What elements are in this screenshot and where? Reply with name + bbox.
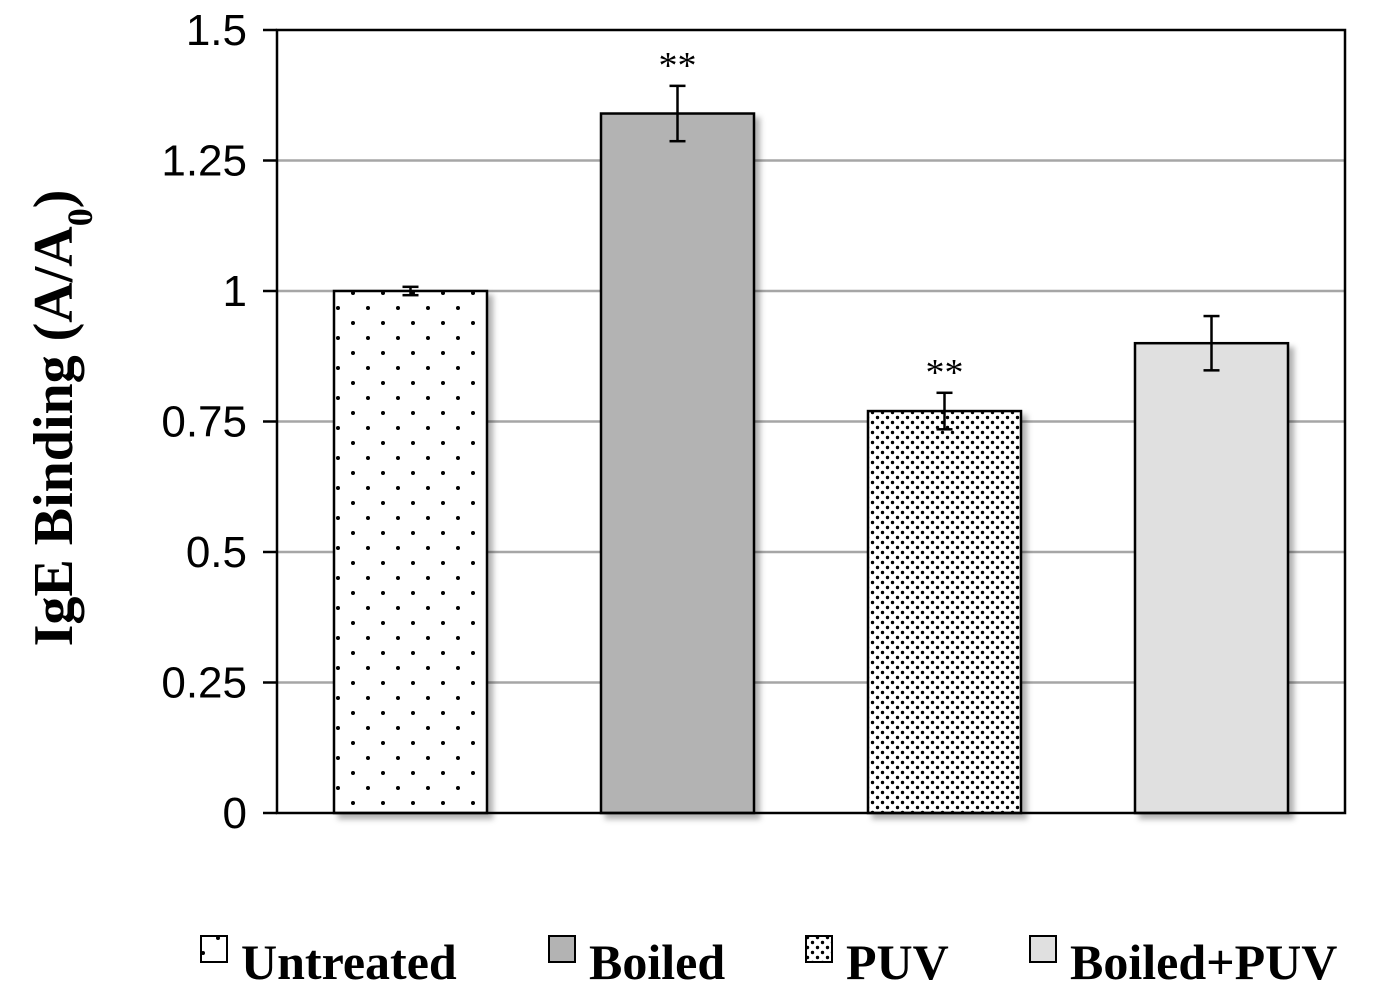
legend-label: Boiled+PUV [1070, 934, 1337, 990]
y-tick-label: 0.25 [161, 659, 247, 708]
legend-label: PUV [846, 934, 949, 990]
legend-item: Boiled [548, 934, 725, 990]
y-tick-label: 1 [223, 267, 247, 316]
bar-boiled-puv [1133, 341, 1290, 815]
y-tick-label: 1.5 [186, 6, 247, 55]
bar-puv [866, 409, 1023, 815]
y-tick-labels: 0 0.25 0.5 0.75 1 1.25 1.5 [161, 6, 247, 838]
y-tick-label: 0 [223, 789, 247, 838]
axes [263, 28, 1347, 815]
legend-swatch [548, 935, 576, 963]
bars [332, 112, 1290, 815]
legend-label: Untreated [241, 934, 457, 990]
legend-item: PUV [805, 934, 949, 990]
bar-boiled [599, 112, 756, 815]
error-bar [1203, 314, 1220, 372]
error-bars [402, 84, 1220, 431]
legend-label: Boiled [589, 934, 725, 990]
bar-untreated [332, 289, 489, 815]
significance-annotation: ** [659, 45, 697, 87]
legend-swatch [200, 935, 228, 963]
legend-swatch [1029, 935, 1057, 963]
legend-item: Untreated [200, 934, 457, 990]
significance-annotation: ** [926, 352, 964, 394]
significance-markers: ** ** [659, 45, 964, 394]
y-tick-label: 1.25 [161, 137, 247, 186]
y-tick-label: 0.5 [186, 528, 247, 577]
error-bar [669, 84, 686, 143]
error-bar [936, 391, 953, 431]
error-bar [402, 285, 419, 297]
legend: Untreated Boiled PUV Boiled+PUV [200, 934, 1337, 990]
y-tick-label: 0.75 [161, 398, 247, 447]
y-axis-label: IgE Binding (A/A0) [23, 190, 100, 647]
legend-swatch [805, 935, 833, 963]
legend-item: Boiled+PUV [1029, 934, 1337, 990]
